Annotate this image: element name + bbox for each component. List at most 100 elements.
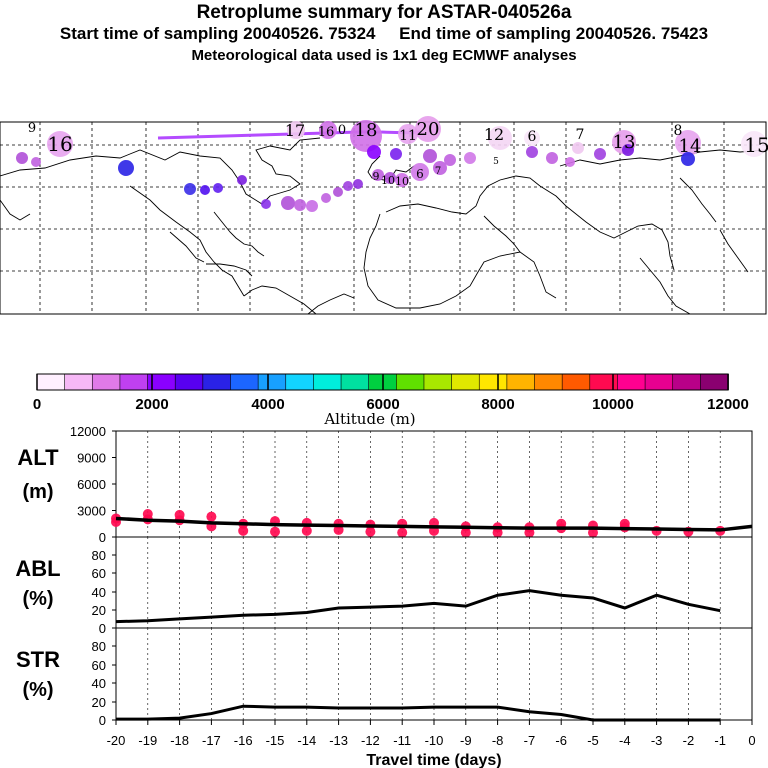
travel-time-axis: -20 -19 -18 -17 -16 -15 -14 -13 -12 -11 -10 -9 -8 -7-… — [107, 720, 756, 768]
y-tick-label: 80 — [92, 639, 106, 654]
y-tick-label: 12000 — [70, 424, 106, 439]
plume-cluster-dot — [433, 161, 447, 175]
colorbar-swatch — [313, 373, 342, 391]
cluster-label: 9 — [373, 170, 380, 183]
plume-cluster-dot — [565, 157, 575, 167]
plume-cluster-dot — [675, 130, 701, 156]
plume-cluster-dot — [398, 124, 418, 144]
colorbar-swatch — [257, 373, 287, 391]
plume-cluster-dot — [464, 152, 476, 164]
altitude-point — [397, 527, 408, 538]
plume-cluster-dot — [343, 181, 353, 191]
y-tick-label: 6000 — [77, 477, 106, 492]
plume-cluster-dot — [572, 142, 584, 154]
x-tick-label: -17 — [202, 733, 221, 748]
plume-cluster-dot — [16, 152, 28, 164]
plume-cluster-dot — [594, 148, 606, 160]
altitude-point — [142, 509, 153, 520]
colorbar-swatch — [340, 373, 370, 391]
cluster-label: 9 — [28, 121, 36, 136]
y-tick-label: 0 — [99, 621, 106, 636]
plume-cluster-dot — [306, 200, 318, 212]
panel-ylabel-name: ABL — [15, 556, 60, 581]
plume-cluster-dot — [411, 163, 429, 181]
plume-cluster-dot — [200, 185, 210, 195]
x-tick-label: -8 — [492, 733, 504, 748]
figure-title: Retroplume summary for ASTAR-040526a — [196, 2, 572, 23]
plume-cluster-dot — [319, 121, 337, 139]
sampling-times: Start time of sampling 20040526. 75324 E… — [59, 24, 709, 43]
cluster-label: 17 — [285, 121, 305, 140]
cluster-label: 12 — [484, 125, 504, 144]
cluster-label: 0 — [338, 123, 346, 138]
colorbar-swatch — [700, 373, 729, 391]
abl-series-line — [115, 589, 721, 624]
cluster-label: 16 — [47, 132, 72, 156]
plume-cluster-dot — [287, 121, 305, 139]
x-tick-label: 0 — [748, 733, 755, 748]
altitude-point — [301, 525, 312, 536]
cluster-label: 13 — [613, 132, 636, 153]
x-tick-label: -7 — [524, 733, 536, 748]
panel-ylabel-name: STR — [16, 647, 60, 672]
colorbar-swatch — [64, 373, 94, 391]
plume-cluster-dot — [367, 145, 381, 159]
panel-alt: 12000 9000 6000 3000 0 ALT (m) — [17, 424, 753, 545]
x-tick-label: -6 — [555, 733, 567, 748]
colorbar-swatch — [202, 373, 232, 391]
colorbar-swatch — [644, 373, 674, 391]
x-tick-label: -13 — [329, 733, 348, 748]
colorbar-swatch — [478, 373, 508, 391]
cluster-label: 15 — [744, 133, 768, 157]
altitude-point — [238, 525, 249, 536]
altitude-point — [556, 518, 567, 529]
plume-cluster-dot — [622, 144, 634, 156]
altitude-point — [619, 518, 630, 529]
plume-cluster-dot — [390, 148, 402, 160]
cluster-label: 7 — [576, 127, 585, 143]
coastlines — [0, 137, 767, 315]
colorbar-tick-label: 12000 — [707, 396, 749, 413]
panel-abl: 80 60 40 20 0 ABL (%) — [15, 536, 753, 636]
cluster-label: 14 — [679, 136, 702, 157]
map-frame — [0, 121, 767, 315]
plume-cluster-dot — [31, 157, 41, 167]
cluster-label: 11 — [399, 128, 417, 144]
x-axis-label: Travel time (days) — [366, 752, 501, 768]
plume-cluster-dot — [546, 152, 558, 164]
met-data-note: Meteorological data used is 1x1 deg ECMW… — [191, 47, 577, 64]
x-tick-label: -12 — [361, 733, 380, 748]
plume-cluster-dot — [681, 152, 695, 166]
x-tick-label: -10 — [425, 733, 444, 748]
cluster-label: 16 — [318, 125, 335, 140]
x-tick-label: -19 — [138, 733, 157, 748]
colorbar-tick-label: 0 — [33, 396, 41, 413]
altitude-point — [588, 527, 598, 538]
colorbar-swatch — [617, 373, 646, 391]
plume-cluster-dot — [281, 196, 295, 210]
y-tick-label: 3000 — [77, 504, 106, 519]
altitude-point — [174, 509, 185, 520]
plume-cluster-dot — [213, 183, 223, 193]
colorbar-swatch — [119, 373, 149, 391]
cluster-label: 10 — [381, 174, 395, 187]
plume-cluster-dot — [444, 154, 456, 166]
colorbar-swatch — [561, 373, 591, 391]
x-tick-label: -14 — [297, 733, 316, 748]
plume-cluster-dot — [741, 131, 767, 157]
plume-cluster-dot — [423, 149, 437, 163]
plume-clusters — [16, 116, 767, 212]
cluster-label: 18 — [355, 120, 378, 141]
plume-cluster-dot — [372, 169, 384, 181]
colorbar-swatch — [451, 373, 481, 391]
x-tick-label: -1 — [714, 733, 726, 748]
colorbar-swatch — [423, 373, 453, 391]
altitude-point — [206, 511, 217, 522]
cluster-label: 6 — [416, 167, 424, 181]
x-tick-label: -20 — [107, 733, 126, 748]
x-tick-label: -3 — [651, 733, 663, 748]
colorbar-swatch — [36, 373, 66, 391]
